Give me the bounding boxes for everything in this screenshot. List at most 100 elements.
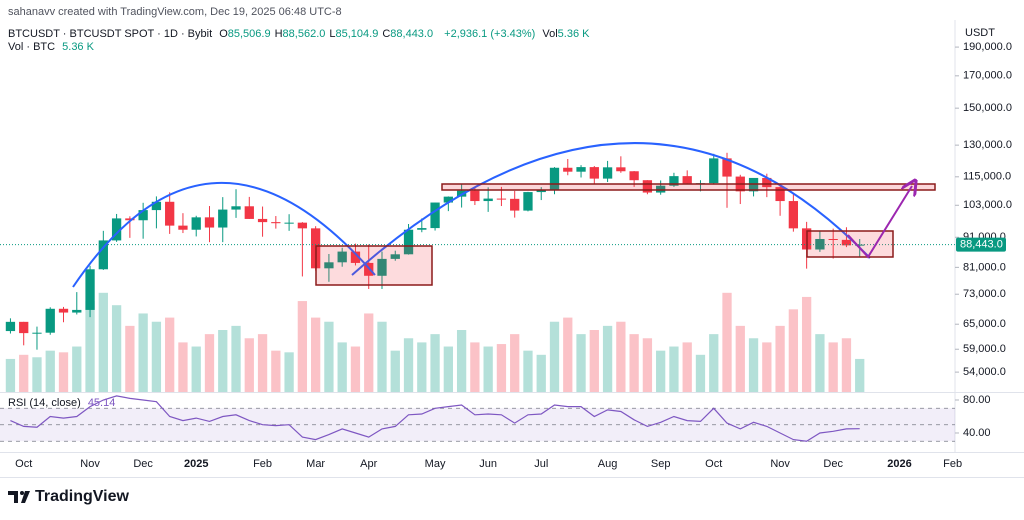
- candle-body: [204, 217, 215, 228]
- candle-body: [656, 185, 666, 193]
- volume-bar: [204, 334, 215, 392]
- x-tick-label: Oct: [705, 458, 722, 470]
- volume-bar: [616, 321, 626, 392]
- candle-body: [191, 217, 201, 230]
- candle-body: [271, 222, 281, 224]
- volume-bar: [151, 321, 162, 392]
- x-tick-label: Nov: [770, 458, 790, 470]
- x-tick-label: Nov: [80, 458, 100, 470]
- candle-body: [231, 206, 241, 210]
- volume-bar: [311, 317, 321, 392]
- volume-bar: [350, 346, 361, 392]
- drawings: [72, 142, 936, 288]
- ohlc: O85,506.9 H88,562.0 L85,104.9 C88,443.0: [219, 28, 437, 40]
- projection-arrow: [847, 186, 912, 259]
- volume-bar: [178, 342, 188, 392]
- volume-bar: [855, 358, 865, 392]
- volume-bar: [828, 342, 838, 392]
- volume-bar: [815, 334, 825, 392]
- ohlc-label: O: [219, 28, 228, 40]
- volume-bar: [244, 338, 254, 392]
- volume-bar: [443, 346, 453, 392]
- logo: [8, 491, 30, 503]
- candle-body: [775, 187, 785, 202]
- change: +2,936.1 (+3.43%): [444, 28, 536, 40]
- candle-body: [841, 239, 852, 246]
- volume-bar: [735, 325, 745, 392]
- arc-drawing: [72, 181, 376, 288]
- volume-bar: [523, 350, 533, 392]
- y-tick-label: 115,000.0: [963, 171, 1011, 183]
- candle-body: [722, 158, 732, 177]
- x-tick-label: Aug: [598, 458, 618, 470]
- volume-bar: [536, 354, 546, 392]
- volume-bar: [364, 313, 374, 392]
- candle-body: [682, 176, 692, 184]
- arc-drawing: [351, 142, 871, 276]
- candle-body: [165, 201, 175, 226]
- volume-bar: [125, 325, 135, 392]
- volume-bar: [257, 334, 268, 392]
- candle-body: [72, 309, 82, 313]
- candle-body: [350, 251, 361, 263]
- candle-body: [602, 167, 613, 179]
- range-box: [315, 245, 433, 286]
- y-tick-label: 73,000.0: [963, 288, 1006, 300]
- rsi-legend: RSI (14, close) 45.14: [8, 397, 119, 409]
- rsi-tick-label: 40.00: [963, 427, 991, 439]
- x-tick-label: 2025: [184, 458, 208, 470]
- volume-legend: Vol · BTC 5.36 K: [8, 41, 98, 53]
- volume-bar: [417, 342, 427, 392]
- x-tick-label: Dec: [823, 458, 843, 470]
- candle-body: [549, 167, 560, 191]
- x-tick-label: Apr: [360, 458, 377, 470]
- ohlc-value: 85,506.9: [227, 28, 271, 40]
- volume-bar: [430, 334, 440, 392]
- volume-bar: [788, 309, 799, 392]
- volume-bar: [695, 354, 706, 392]
- candle-body: [257, 218, 268, 223]
- candle-body: [297, 222, 308, 229]
- volume-bar: [722, 292, 732, 392]
- ohlc-label: L: [329, 28, 336, 40]
- brand: TradingView: [35, 488, 130, 505]
- candle-body: [151, 201, 162, 211]
- volume-label: Vol · BTC: [8, 41, 56, 53]
- volume-bar: [748, 338, 759, 392]
- y-tick-label: 130,000.0: [963, 139, 1012, 151]
- rsi-value: 45.14: [87, 397, 116, 409]
- volume-bar: [470, 342, 480, 392]
- y-tick-label: 103,000.0: [963, 199, 1012, 211]
- candle-body: [563, 167, 573, 172]
- volume-bar: [271, 350, 281, 392]
- y-tick-label: 170,000.0: [963, 70, 1012, 82]
- volume-bar: [709, 334, 719, 392]
- volume-bar: [801, 296, 812, 392]
- volume-bar: [111, 305, 122, 392]
- candle-body: [58, 308, 69, 313]
- candle-body: [284, 222, 294, 224]
- x-tick-label: Jul: [534, 458, 548, 470]
- candle-body: [762, 177, 772, 188]
- x-tick-label: Jun: [479, 458, 497, 470]
- candle-body: [337, 251, 347, 263]
- candle-body: [470, 190, 480, 202]
- volume-bar: [669, 346, 679, 392]
- x-tick-label: Feb: [943, 458, 962, 470]
- y-tick-label: 190,000.0: [963, 41, 1012, 53]
- volume-bar: [45, 350, 55, 392]
- candle-body: [403, 229, 414, 255]
- rsi-line: [10, 395, 860, 442]
- candle-body: [855, 244, 865, 246]
- candle-body: [98, 240, 108, 270]
- y-tick-label: 81,000.0: [963, 261, 1006, 273]
- candle-body: [390, 254, 400, 259]
- candle-body: [218, 209, 228, 228]
- y-tick-label: 65,000.0: [963, 318, 1006, 330]
- volume-bar: [456, 330, 467, 392]
- candle-body: [496, 198, 507, 200]
- candle-body: [125, 218, 135, 221]
- candle-body: [536, 190, 546, 193]
- volume-bar: [138, 313, 148, 392]
